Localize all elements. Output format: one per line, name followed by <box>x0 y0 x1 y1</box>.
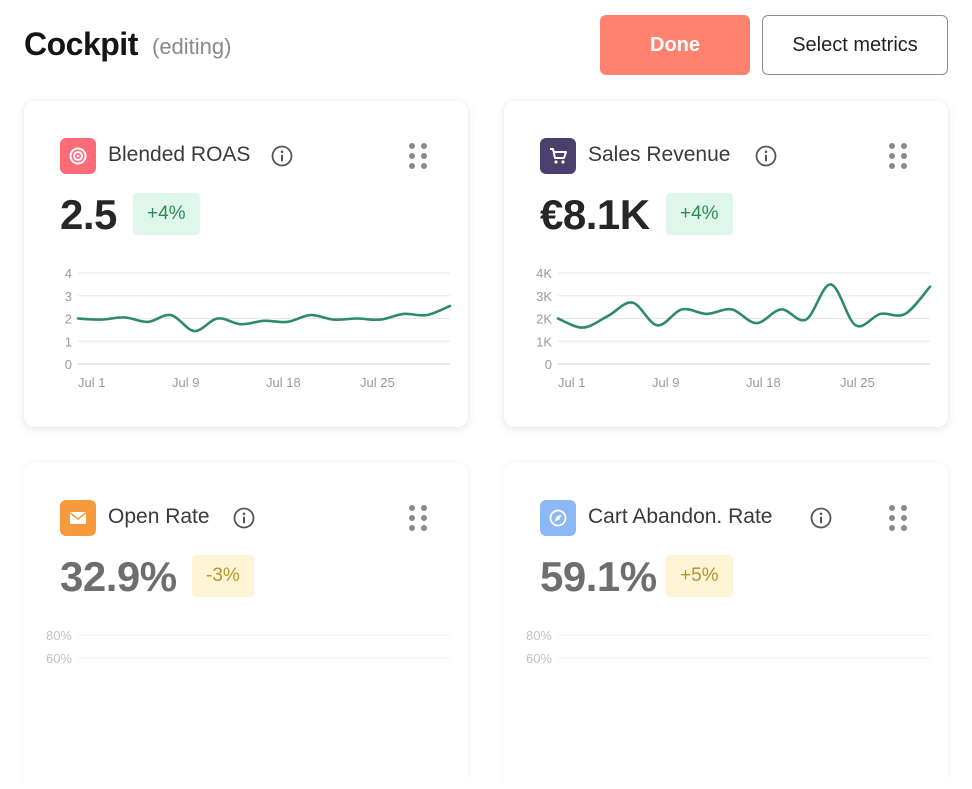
card-title: Sales Revenue <box>588 143 731 166</box>
y-tick-label: 4 <box>65 266 72 281</box>
series-line <box>76 304 452 333</box>
y-tick-label: 60% <box>46 651 72 666</box>
line-chart: 4K 3K 2K 1K 0 Jul 1 Jul 9 Jul 18 Jul 25 <box>536 266 932 390</box>
y-tick-label: 0 <box>545 357 552 372</box>
card-title: Open Rate <box>108 505 210 528</box>
x-tick-label: Jul 25 <box>840 375 875 390</box>
change-badge: +5% <box>666 555 733 597</box>
drag-handle-icon[interactable] <box>886 141 910 171</box>
select-metrics-button[interactable]: Select metrics <box>762 15 948 75</box>
line-chart: 80% 60% <box>46 628 450 666</box>
compass-icon <box>540 500 576 536</box>
x-tick-label: Jul 18 <box>746 375 781 390</box>
x-tick-label: Jul 18 <box>266 375 301 390</box>
card-title: Cart Abandon. Rate <box>588 505 773 528</box>
page-title: Cockpit <box>24 26 138 62</box>
metric-card-sales-revenue[interactable]: Sales Revenue €8.1K +4% 4K 3K 2K 1K 0 Jul 1 Ju… <box>504 101 948 427</box>
y-tick-label: 3 <box>65 289 72 304</box>
y-tick-label: 1 <box>65 334 72 349</box>
card-title: Blended ROAS <box>108 143 251 166</box>
cart-icon <box>540 138 576 174</box>
series-line <box>556 283 932 329</box>
y-tick-label: 2 <box>65 312 72 327</box>
info-icon[interactable] <box>810 507 832 529</box>
drag-handle-icon[interactable] <box>406 503 430 533</box>
metric-value: 59.1% <box>540 553 657 600</box>
page-header: Cockpit (editing) Done Select metrics <box>0 0 972 96</box>
info-icon[interactable] <box>271 145 293 167</box>
line-chart: 4 3 2 1 0 Jul 1 Jul 9 Jul 18 Jul 25 <box>65 266 452 390</box>
metric-card-blended-roas[interactable]: Blended ROAS 2.5 +4% 4 3 2 1 0 Jul 1 Jul 9 Jul … <box>24 101 468 427</box>
metric-value: €8.1K <box>540 191 650 238</box>
change-badge: -3% <box>192 555 254 597</box>
mail-icon <box>60 500 96 536</box>
x-tick-label: Jul 25 <box>360 375 395 390</box>
metric-card-open-rate[interactable]: Open Rate 32.9% -3% 80% 60% <box>24 463 468 789</box>
y-tick-label: 3K <box>536 289 552 304</box>
change-badge: +4% <box>133 193 200 235</box>
y-tick-label: 0 <box>65 357 72 372</box>
change-badge: +4% <box>666 193 733 235</box>
info-icon[interactable] <box>755 145 777 167</box>
y-tick-label: 60% <box>526 651 552 666</box>
y-tick-label: 2K <box>536 312 552 327</box>
y-tick-label: 1K <box>536 334 552 349</box>
info-icon[interactable] <box>233 507 255 529</box>
page-subtitle: (editing) <box>152 34 232 59</box>
x-tick-label: Jul 1 <box>78 375 105 390</box>
y-tick-label: 4K <box>536 266 552 281</box>
x-tick-label: Jul 9 <box>172 375 199 390</box>
x-tick-label: Jul 1 <box>558 375 585 390</box>
drag-handle-icon[interactable] <box>886 503 910 533</box>
drag-handle-icon[interactable] <box>406 141 430 171</box>
y-tick-label: 80% <box>46 628 72 643</box>
done-button[interactable]: Done <box>600 15 750 75</box>
metric-value: 2.5 <box>60 191 117 238</box>
x-tick-label: Jul 9 <box>652 375 679 390</box>
metric-card-cart-abandon-rate[interactable]: Cart Abandon. Rate 59.1% +5% 80% 60% <box>504 463 948 789</box>
metric-value: 32.9% <box>60 553 177 600</box>
target-icon <box>60 138 96 174</box>
y-tick-label: 80% <box>526 628 552 643</box>
line-chart: 80% 60% <box>526 628 930 666</box>
